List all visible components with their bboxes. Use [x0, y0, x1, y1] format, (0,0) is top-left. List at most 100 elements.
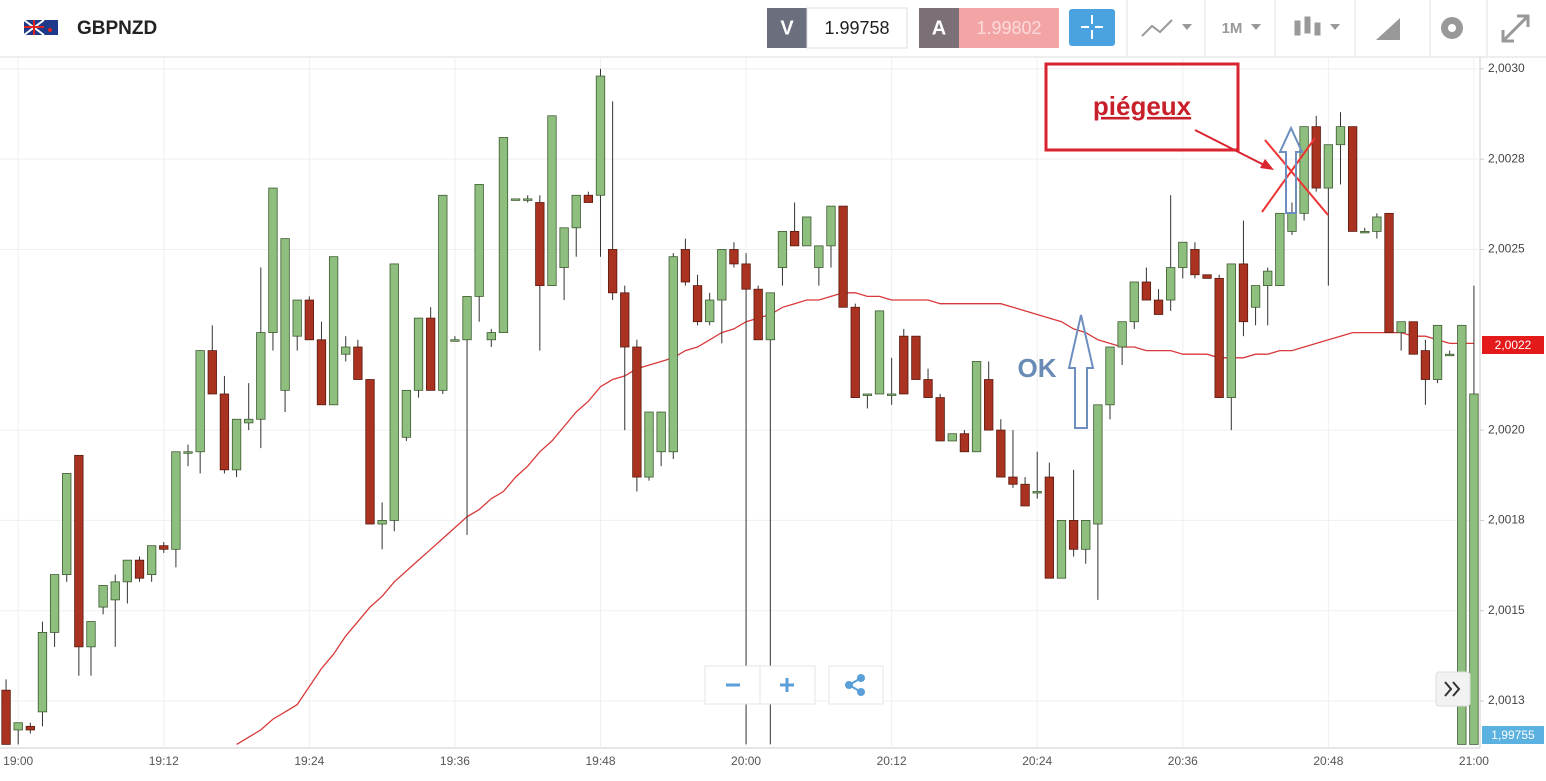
candle-body — [353, 346, 363, 380]
candle-style-button[interactable] — [1294, 16, 1340, 36]
price-tag-label: 2,0022 — [1495, 338, 1532, 352]
candle-body — [632, 346, 642, 478]
candle-body — [935, 397, 945, 442]
candle-body — [74, 454, 84, 648]
candle-body — [886, 393, 897, 396]
y-tick-label: 2,0030 — [1488, 61, 1525, 75]
y-tick-label: 2,0013 — [1488, 693, 1525, 707]
candle-body — [171, 451, 181, 550]
candle-body — [1214, 277, 1224, 398]
ok-arrow — [1067, 314, 1095, 429]
buy-button[interactable] — [919, 8, 959, 48]
candle-body — [292, 299, 302, 337]
buy-label[interactable]: A — [932, 17, 946, 39]
candle-body — [1081, 520, 1091, 550]
candle-body — [474, 184, 484, 297]
candle-body — [547, 115, 557, 286]
price-tag — [1482, 336, 1544, 354]
timeframe-caret[interactable] — [1251, 24, 1261, 30]
candle-body — [1250, 285, 1261, 308]
candle-body — [899, 335, 909, 395]
candle-body — [1129, 281, 1139, 323]
buy-price-box[interactable] — [959, 8, 1059, 48]
symbol: GBPNZD — [77, 18, 157, 39]
candle-body — [1299, 126, 1309, 214]
zoom-control[interactable] — [704, 665, 816, 705]
crosshair-button[interactable] — [1069, 9, 1115, 46]
moving-average-line — [236, 292, 1474, 745]
x-tick-label: 19:24 — [294, 754, 324, 768]
buy-price[interactable]: 1.99802 — [976, 18, 1041, 38]
candle-body — [510, 198, 521, 201]
candle-body — [1190, 249, 1200, 276]
candle-body — [862, 393, 873, 396]
candle-body — [304, 299, 314, 341]
price-tag-label: 1,99755 — [1491, 728, 1535, 742]
candle-body — [389, 263, 399, 521]
candle-body — [765, 292, 775, 341]
sell-price-box[interactable] — [806, 7, 908, 49]
flag — [23, 19, 58, 36]
candle-body — [1166, 267, 1176, 301]
candle-body — [559, 227, 569, 268]
candle-body — [1275, 212, 1285, 286]
candle-body — [268, 187, 278, 333]
x-tick-label: 19:36 — [440, 754, 470, 768]
candle-body — [583, 194, 594, 203]
y-tick-label: 2,0020 — [1488, 422, 1525, 436]
candle-body — [231, 418, 242, 471]
candle-body — [595, 75, 606, 196]
candle-body — [971, 361, 982, 453]
candle-body — [741, 263, 751, 290]
candle-body — [984, 379, 994, 431]
candle-body — [98, 585, 108, 608]
candle-body — [1287, 212, 1297, 232]
candle-body — [814, 245, 824, 268]
candle-body — [1, 689, 11, 745]
timeframe[interactable]: 1M — [1222, 20, 1243, 37]
candle-body — [1008, 476, 1018, 485]
candle-body — [607, 249, 618, 294]
candle-body — [1093, 404, 1103, 525]
candle-body — [523, 198, 533, 201]
candle-body — [244, 418, 254, 424]
sell-button[interactable] — [767, 8, 807, 48]
chart-type-button[interactable] — [1141, 19, 1192, 37]
scroll-right-button[interactable] — [1435, 671, 1471, 707]
fullscreen-button[interactable] — [1501, 14, 1530, 43]
candle-body — [838, 205, 848, 308]
sell-label[interactable]: V — [780, 17, 794, 39]
candle-body — [280, 238, 290, 391]
toolbar-separators — [1126, 0, 1488, 56]
candle-body — [498, 137, 509, 333]
candle-body — [753, 288, 763, 341]
candle-body — [996, 429, 1006, 478]
x-tick-label: 20:00 — [731, 754, 761, 768]
y-tick-label: 2,0018 — [1488, 513, 1525, 527]
candle-body — [1469, 393, 1479, 745]
candle-body — [1408, 321, 1418, 355]
settings-button[interactable] — [1441, 17, 1463, 39]
candle-body — [923, 379, 933, 398]
x-tick-label: 20:24 — [1022, 754, 1052, 768]
candle-body — [49, 574, 60, 633]
candle-body — [377, 520, 387, 525]
y-tick-label: 2,0015 — [1488, 603, 1525, 617]
draw-button[interactable] — [1376, 18, 1400, 40]
candle-body — [316, 339, 327, 406]
candle-body — [486, 332, 496, 341]
candle-body — [110, 581, 120, 601]
candle-body — [1056, 520, 1067, 579]
annotation-text: piégeux — [1093, 91, 1192, 121]
candle-body — [1396, 321, 1406, 333]
candle-body — [1202, 274, 1212, 279]
share-button[interactable] — [828, 665, 884, 705]
sell-price[interactable]: 1.99758 — [824, 18, 889, 38]
candle-body — [1117, 321, 1127, 348]
candle-body — [256, 332, 266, 420]
x-tick-label: 19:48 — [585, 754, 615, 768]
candle-body — [1457, 324, 1467, 745]
candle-body — [729, 249, 739, 265]
candle-body — [183, 451, 193, 454]
candle-body — [850, 306, 860, 398]
